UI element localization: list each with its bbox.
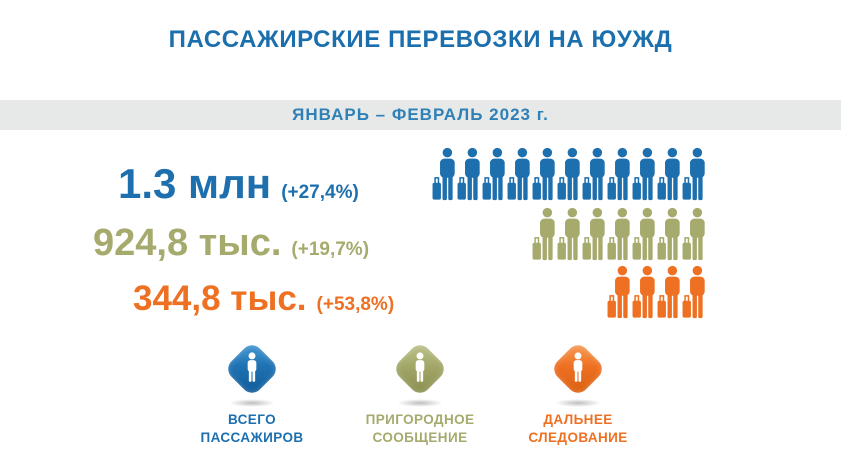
legend-badge-long-distance: [546, 337, 610, 401]
passenger-with-suitcase-icon: [557, 147, 582, 205]
person-icon: [244, 352, 261, 386]
passenger-with-suitcase-icon: [432, 147, 457, 205]
page-title: ПАССАЖИРСКИЕ ПЕРЕВОЗКИ НА ЮУЖД: [168, 26, 673, 53]
legend-label-suburban: ПРИГОРОДНОЕ СООБЩЕНИЕ: [365, 412, 475, 445]
stat-change-total: (+27,4%): [281, 182, 359, 203]
passenger-with-suitcase-icon: [607, 207, 632, 265]
passenger-with-suitcase-icon: [657, 147, 682, 205]
badge-shadow: [397, 399, 443, 407]
stat-value-long-distance: 344,8 тыс.: [133, 279, 307, 318]
passenger-with-suitcase-icon: [582, 207, 607, 265]
legend-label-long-distance: ДАЛЬНЕЕ СЛЕДОВАНИЕ: [528, 412, 628, 445]
passenger-with-suitcase-icon: [532, 207, 557, 265]
passenger-with-suitcase-icon: [582, 147, 607, 205]
passenger-with-suitcase-icon: [607, 265, 632, 323]
passenger-with-suitcase-icon: [457, 147, 482, 205]
badge-shadow: [555, 399, 601, 407]
passenger-with-suitcase-icon: [682, 265, 707, 323]
passenger-with-suitcase-icon: [682, 207, 707, 265]
passenger-with-suitcase-icon: [632, 147, 657, 205]
pictogram-row-long-distance: [607, 265, 707, 323]
legend-item-long-distance: ДАЛЬНЕЕ СЛЕДОВАНИЕ: [493, 337, 663, 446]
passenger-with-suitcase-icon: [557, 207, 582, 265]
stat-value-total: 1.3 млн: [118, 160, 272, 207]
passenger-with-suitcase-icon: [507, 147, 532, 205]
passenger-with-suitcase-icon: [632, 207, 657, 265]
passenger-with-suitcase-icon: [632, 265, 657, 323]
legend-item-suburban: ПРИГОРОДНОЕ СООБЩЕНИЕ: [335, 337, 505, 446]
passenger-with-suitcase-icon: [482, 147, 507, 205]
legend-badge-total: [220, 337, 284, 401]
passenger-with-suitcase-icon: [607, 147, 632, 205]
legend-badge-suburban: [388, 337, 452, 401]
person-icon: [412, 352, 429, 386]
passenger-with-suitcase-icon: [657, 207, 682, 265]
pictogram-row-total: [432, 147, 707, 205]
passenger-with-suitcase-icon: [657, 265, 682, 323]
stat-change-long-distance: (+53,8%): [316, 294, 395, 315]
passenger-with-suitcase-icon: [532, 147, 557, 205]
badge-shadow: [229, 399, 275, 407]
person-icon: [570, 352, 587, 386]
pictogram-row-suburban: [532, 207, 707, 265]
legend-item-total: ВСЕГО ПАССАЖИРОВ: [167, 337, 337, 446]
legend-label-total: ВСЕГО ПАССАЖИРОВ: [200, 412, 304, 445]
period-banner: ЯНВАРЬ – ФЕВРАЛЬ 2023 г.: [0, 100, 841, 130]
passenger-with-suitcase-icon: [682, 147, 707, 205]
stat-change-suburban: (+19,7%): [291, 239, 370, 260]
stat-value-suburban: 924,8 тыс.: [93, 222, 282, 264]
period-banner-text: ЯНВАРЬ – ФЕВРАЛЬ 2023 г.: [292, 105, 549, 124]
